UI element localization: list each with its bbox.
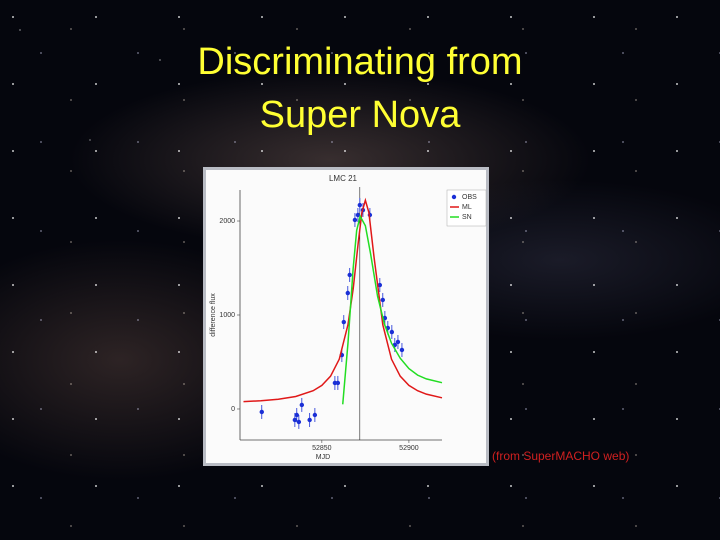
legend-label: ML [462, 204, 472, 211]
data-point [352, 217, 358, 223]
slide-title-line: Super Nova [259, 94, 461, 136]
data-point [377, 282, 383, 288]
y-axis-label: difference flux [210, 293, 217, 337]
data-point [299, 402, 305, 408]
y-tick-label: 2000 [219, 218, 235, 225]
data-point [395, 339, 401, 345]
data-point [357, 202, 363, 208]
data-point [259, 409, 264, 415]
x-axis-label: MJD [316, 454, 330, 461]
data-point [296, 419, 302, 425]
data-point [389, 329, 395, 335]
data-point [380, 297, 385, 303]
data-point [345, 290, 350, 296]
data-point [294, 412, 299, 418]
slide-title-line: Discriminating from [197, 41, 523, 83]
legend-symbol [451, 194, 457, 200]
data-point [341, 319, 346, 325]
data-point [312, 412, 318, 418]
legend-label: SN [462, 214, 472, 221]
fit-line [243, 197, 443, 403]
data-point [399, 347, 405, 353]
data-point [292, 417, 298, 423]
y-tick-label: 1000 [219, 312, 235, 319]
chart: LMC 21 MJD difference flux 0 1000 2000 5285… [203, 167, 489, 466]
chart-title: LMC 21 [329, 174, 358, 183]
x-tick-label: 52850 [312, 445, 332, 452]
legend-label: OBS [462, 194, 477, 201]
data-point [335, 380, 341, 386]
fit-line [341, 214, 443, 405]
data-point [347, 272, 352, 278]
caption: (from SuperMACHO web) [492, 449, 630, 463]
data-point [307, 417, 312, 423]
y-tick-label: 0 [231, 406, 235, 413]
x-tick-label: 52900 [399, 445, 419, 452]
chart-panel [206, 170, 486, 463]
data-point [355, 212, 361, 218]
